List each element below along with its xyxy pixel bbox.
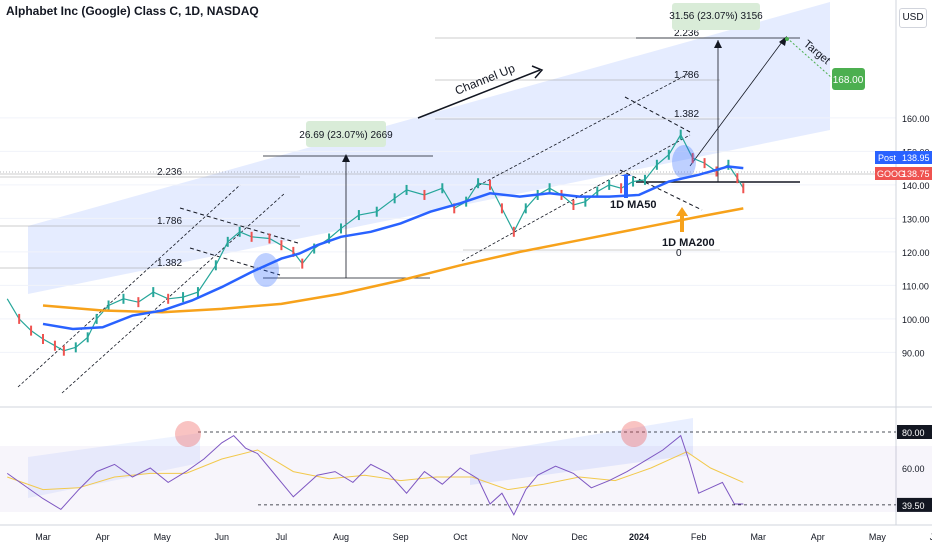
x-tick-label: Nov (512, 532, 529, 542)
y-tick-label: 100.00 (902, 315, 930, 325)
rsi-zone-left (28, 433, 200, 498)
left-flag-bottom (189, 247, 281, 276)
rsi-peak-right (621, 421, 647, 447)
goog-label: GOOG (877, 169, 905, 179)
chart-title: Alphabet Inc (Google) Class C, 1D, NASDA… (6, 4, 259, 18)
broad-channel-zone (28, 2, 830, 294)
ma200-arrow (676, 207, 688, 232)
measure-left-arrow (342, 154, 350, 162)
x-tick-label: May (154, 532, 172, 542)
post-price: 138.95 (902, 153, 930, 163)
rsi-level-label: 39.50 (902, 501, 925, 511)
x-tick-label: Mar (35, 532, 51, 542)
fib-right-label: 1.382 (674, 109, 699, 120)
rsi-level-label: 80.00 (902, 428, 925, 438)
rsi-level-tag (897, 497, 932, 512)
fib-left-label: 1.382 (157, 258, 182, 269)
right-channel-bottom (461, 134, 691, 262)
y-tick-label: 90.00 (902, 348, 925, 358)
touch-circle-right (672, 145, 696, 179)
rsi-peak-left (175, 421, 201, 447)
rsi-line (6, 434, 744, 516)
target-price-label: 168.00 (833, 75, 864, 86)
x-tick-label: Jun (215, 532, 230, 542)
y-tick-label: 110.00 (902, 281, 929, 291)
x-tick-label: 2024 (629, 532, 649, 542)
measure-right-box (672, 3, 760, 30)
ma50-arrow (620, 174, 632, 198)
x-tick-label: Jul (276, 532, 288, 542)
projection-arrowhead (779, 36, 787, 46)
fib-left-label: 1.786 (157, 216, 182, 227)
x-tick-label: Oct (453, 532, 468, 542)
rsi-level-tag (897, 425, 932, 439)
ma50-label: 1D MA50 (610, 199, 656, 211)
measure-left-label: 26.69 (23.07%) 2669 (299, 130, 393, 141)
rsi-band (0, 446, 932, 512)
rsi-zone-right (470, 418, 693, 485)
touch-circle-left (253, 253, 279, 287)
x-tick-label: Feb (691, 532, 707, 542)
post-label: Post (878, 153, 897, 163)
target-dot (785, 37, 789, 41)
channel-up-arrowhead (531, 65, 544, 79)
fib-left-label: 2.236 (157, 167, 182, 178)
y-tick-label: 140.00 (902, 181, 930, 191)
fib-right-label: 1.786 (674, 70, 699, 81)
measure-left-box (306, 121, 386, 147)
rsi-ma-line (7, 449, 744, 491)
x-tick-label: Dec (571, 532, 588, 542)
goog-price-tag (875, 167, 932, 180)
channel-up-arrow (417, 69, 541, 119)
y-tick-label: 120.00 (902, 248, 930, 258)
post-price-tag (875, 151, 932, 164)
ma200-label: 1D MA200 (662, 237, 715, 249)
left-channel-top (17, 184, 241, 388)
fib-zero-label: 0 (676, 248, 682, 259)
measure-right-arrow (714, 40, 722, 48)
measure-right-label: 31.56 (23.07%) 3156 (669, 11, 763, 22)
currency-label[interactable]: USD (899, 8, 927, 28)
x-tick-label: Aug (333, 532, 349, 542)
x-tick-label: May (869, 532, 887, 542)
ma50-line (42, 165, 744, 331)
goog-price: 138.75 (902, 169, 930, 179)
right-channel-top (469, 72, 691, 191)
x-tick-label: Apr (811, 532, 825, 542)
right-flag-top (624, 96, 691, 133)
ma200-line (42, 207, 744, 314)
x-tick-label: Sep (393, 532, 409, 542)
x-tick-label: Apr (96, 532, 110, 542)
rsi-y-tick-label: 60.00 (902, 464, 925, 474)
projection-line (689, 37, 786, 167)
fib-right-label: 2.236 (674, 28, 699, 39)
y-tick-label: 130.00 (902, 214, 930, 224)
y-tick-label: 160.00 (902, 114, 930, 124)
target-price-box (832, 68, 865, 90)
x-tick-label: Jun (930, 532, 932, 542)
x-tick-label: Mar (750, 532, 766, 542)
